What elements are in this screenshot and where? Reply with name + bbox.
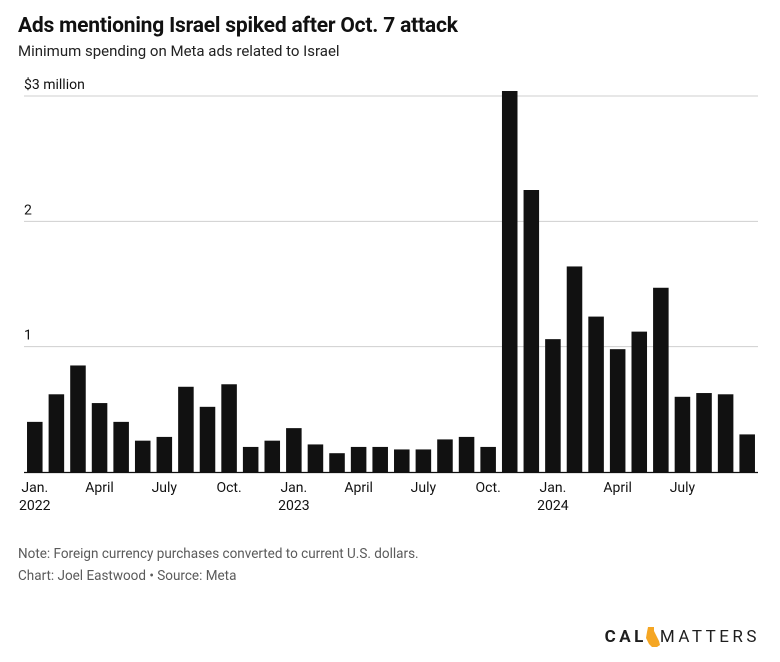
bar — [70, 365, 86, 472]
chart-note: Note: Foreign currency purchases convert… — [18, 546, 762, 562]
bar — [739, 434, 755, 472]
y-tick-label: 2 — [24, 202, 32, 218]
x-tick-label: Jan. — [21, 480, 48, 496]
x-tick-label: April — [85, 480, 114, 496]
y-tick-label: $3 million — [24, 76, 85, 93]
bar — [135, 441, 151, 472]
bar — [718, 394, 734, 472]
california-icon — [645, 626, 661, 648]
chart-credit: Chart: Joel Eastwood • Source: Meta — [18, 568, 762, 584]
x-tick-label: July — [152, 480, 178, 496]
chart-subtitle: Minimum spending on Meta ads related to … — [18, 42, 762, 60]
bar — [329, 453, 345, 472]
bar — [610, 349, 626, 472]
bar — [588, 317, 604, 472]
bar — [567, 266, 583, 472]
x-tick-year: 2023 — [278, 498, 309, 514]
bar — [113, 422, 129, 472]
bar — [157, 437, 173, 472]
logo-text-cal: CAL — [605, 627, 647, 647]
bar — [372, 447, 388, 472]
x-tick-label: Jan. — [280, 480, 307, 496]
x-tick-year: 2024 — [537, 498, 569, 514]
chart: 1 2 $3 million Jan. 2022 April July Oct. Jan. 202… — [18, 66, 762, 536]
x-tick-year: 2022 — [19, 498, 51, 514]
x-tick-label: April — [344, 480, 373, 496]
bar — [243, 447, 259, 472]
bar — [178, 387, 194, 472]
x-tick-label: April — [603, 480, 632, 496]
bar — [437, 439, 453, 472]
bar — [524, 190, 540, 472]
bar — [459, 437, 475, 472]
bar — [416, 449, 432, 472]
logo-text-matters: MATTERS — [660, 627, 760, 647]
bar — [696, 393, 712, 472]
bar — [545, 339, 561, 472]
bar — [49, 394, 65, 472]
x-tick-label: July — [411, 480, 437, 496]
x-tick-label: Oct. — [476, 480, 501, 496]
bar — [351, 447, 367, 472]
bar — [631, 332, 647, 472]
bar — [264, 441, 280, 472]
bar — [221, 384, 237, 472]
x-tick-label: July — [670, 480, 696, 496]
y-tick-label: 1 — [24, 328, 32, 344]
bar — [480, 447, 496, 472]
bar — [92, 403, 108, 472]
bar — [27, 422, 43, 472]
x-tick-label: Oct. — [216, 480, 241, 496]
x-tick-label: Jan. — [540, 480, 567, 496]
bar — [653, 288, 669, 472]
bar — [308, 444, 324, 472]
bar — [394, 449, 410, 472]
bar — [200, 407, 216, 472]
bar — [502, 91, 518, 472]
calmatters-logo: CAL MATTERS — [605, 626, 760, 648]
bar — [675, 397, 691, 472]
chart-title: Ads mentioning Israel spiked after Oct. … — [18, 14, 762, 38]
bar — [286, 428, 302, 472]
bar-chart-svg: 1 2 $3 million Jan. 2022 April July Oct. Jan. 202… — [18, 66, 762, 536]
